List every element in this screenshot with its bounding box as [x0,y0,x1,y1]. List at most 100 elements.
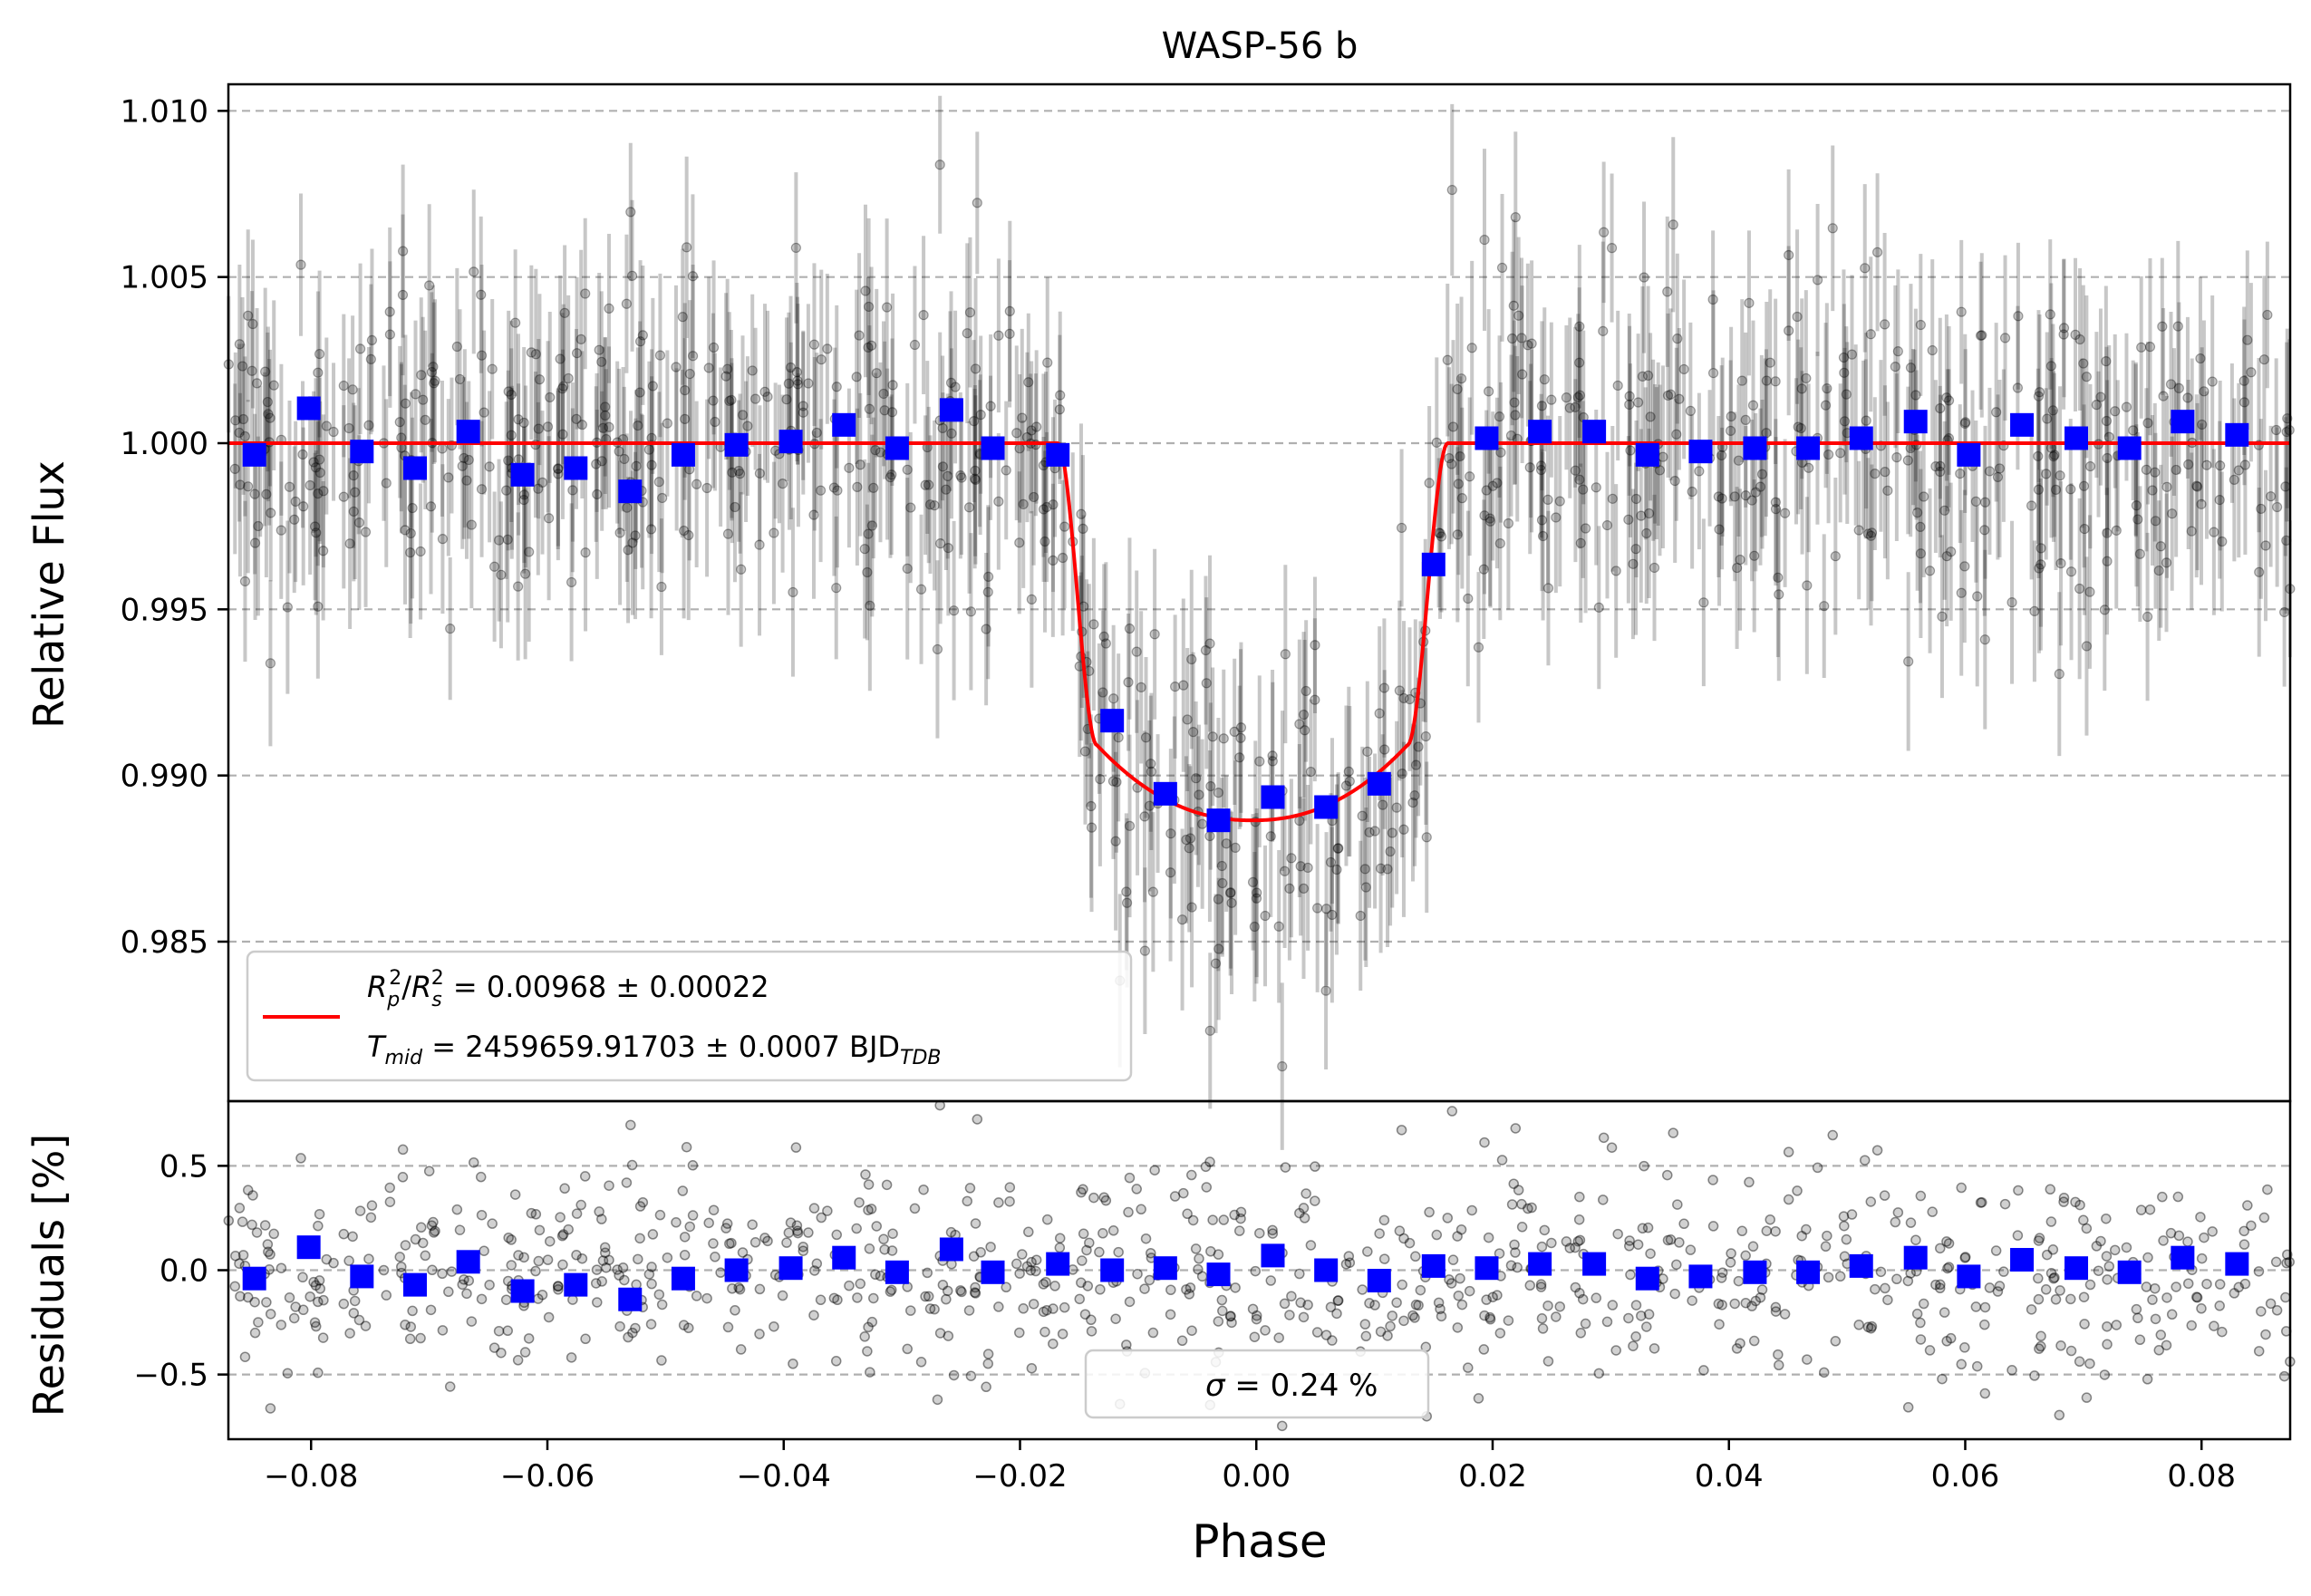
raw-point-788 [1310,640,1320,651]
residual-point-747 [1387,1311,1398,1321]
residual-point-831 [1436,1311,1447,1322]
residual-point-420 [1100,1195,1112,1206]
raw-point-344 [1662,390,1674,401]
raw-point-628 [710,416,720,428]
raw-point-331 [510,317,521,328]
binned-residual-20 [1314,1258,1339,1282]
raw-point-896 [282,602,293,613]
residual-point-305 [1310,1195,1320,1206]
raw-point-248 [348,506,359,517]
raw-point-140 [2101,356,2112,367]
residual-point-561 [2238,1225,2249,1237]
residual-point-480 [1424,1206,1435,1218]
raw-point-820 [1170,682,1181,692]
raw-point-195 [1391,802,1402,813]
raw-point-336 [2102,556,2113,566]
raw-point-863 [2157,321,2168,332]
residual-point-387 [2065,1345,2077,1357]
raw-point-350 [1770,497,1781,508]
residual-point-223 [970,1218,981,1229]
raw-point-548 [792,379,804,390]
raw-point-745 [1421,832,1432,843]
residual-point-834 [394,1252,405,1262]
residual-point-642 [2081,1392,2093,1403]
raw-point-329 [2013,311,2024,322]
binned-point-23 [1475,426,1499,450]
residual-point-854 [1645,1248,1656,1259]
residual-point-692 [1325,1301,1337,1312]
raw-point-56 [1941,392,1952,403]
binned-point-12 [885,436,909,460]
raw-point-284 [348,470,359,481]
raw-point-155 [1181,834,1192,846]
residual-point-787 [378,1264,390,1276]
residual-point-758 [886,1245,898,1256]
residual-point-891 [533,1293,544,1304]
residual-point-675 [1674,1237,1685,1248]
raw-point-795 [1665,389,1677,400]
residual-point-515 [942,1285,953,1297]
residual-point-860 [1398,1233,1409,1244]
raw-point-702 [384,306,395,317]
raw-point-704 [1001,465,1011,476]
raw-point-552 [343,422,354,434]
raw-point-348 [1505,430,1517,441]
residual-point-786 [828,1292,840,1304]
raw-point-55 [832,485,843,496]
residual-point-571 [1510,1123,1522,1134]
raw-point-741 [1098,631,1109,643]
raw-point-3 [2214,494,2225,506]
residual-point-442 [265,1249,276,1260]
raw-point-559 [249,488,260,499]
residual-point-55 [832,1294,843,1306]
raw-point-280 [451,341,462,353]
residual-point-637 [1018,1303,1029,1314]
raw-point-551 [1637,371,1649,382]
residual-point-172 [1254,1227,1265,1239]
raw-point-25 [594,344,604,355]
raw-point-319 [1623,514,1634,525]
residual-point-840 [1196,1271,1208,1282]
residual-point-128 [1201,1182,1213,1193]
residual-point-310 [1956,1359,1967,1370]
raw-point-82 [811,427,822,439]
raw-point-10 [2191,481,2203,492]
raw-point-42 [415,546,426,557]
raw-point-876 [2102,527,2113,538]
raw-point-230 [2034,387,2045,398]
raw-point-261 [657,492,668,504]
raw-point-104 [1871,247,1883,257]
residual-point-162 [1716,1272,1727,1283]
residual-legend: σ = 0.24 % [1084,1349,1430,1419]
raw-point-471 [1642,370,1654,382]
top-ytick-label-2: 0.995 [121,592,208,628]
residual-point-566 [428,1216,439,1228]
raw-point-375 [567,485,578,496]
residual-point-721 [1915,1190,1927,1202]
raw-point-120 [2262,309,2273,321]
raw-point-720 [284,481,295,492]
raw-point-279 [400,525,411,536]
raw-point-255 [1247,876,1259,887]
raw-point-444 [2091,400,2102,411]
x-axis-label: Phase [1192,1515,1327,1568]
residual-point-550 [1834,1271,1846,1282]
residual-point-849 [552,1281,564,1292]
residual-point-812 [1014,1268,1025,1279]
raw-point-617 [347,384,358,395]
raw-point-5 [2272,501,2283,513]
raw-point-676 [1599,227,1610,237]
residual-point-0 [265,1403,276,1414]
binned-point-27 [1688,440,1713,464]
raw-point-459 [920,479,931,490]
bottom-y-ticks: −0.50.00.5 [133,1148,228,1394]
residual-point-153 [2172,1191,2184,1203]
raw-point-797 [2074,334,2085,345]
residual-point-432 [1716,1267,1728,1278]
residual-point-365 [1026,1362,1038,1374]
raw-point-196 [350,487,361,498]
residual-point-275 [384,1196,396,1207]
residual-point-807 [1041,1305,1052,1316]
raw-point-780 [742,421,753,431]
raw-point-283 [831,382,842,392]
